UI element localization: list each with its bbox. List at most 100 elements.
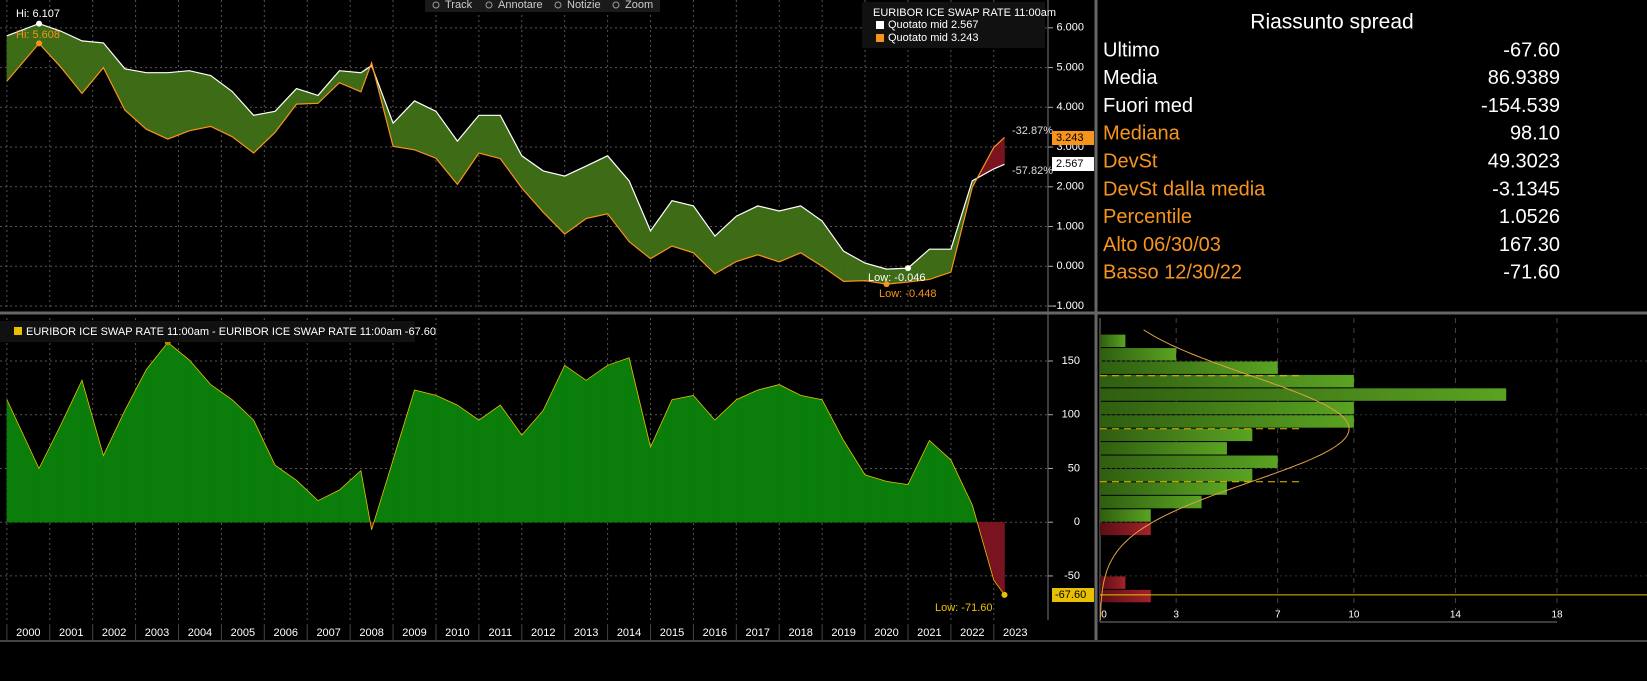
area-fill xyxy=(864,474,887,523)
x-tick-label: 2000 xyxy=(16,627,40,639)
area-fill xyxy=(146,341,169,523)
area-fill xyxy=(188,359,211,523)
last-value-label: 2.567 xyxy=(1056,158,1084,170)
area-fill xyxy=(714,399,737,523)
summary-value: -67.60 xyxy=(1503,39,1560,61)
spread-band xyxy=(757,205,780,263)
x-tick-label: 2019 xyxy=(831,627,855,639)
summary-value: 167.30 xyxy=(1499,234,1560,256)
histogram-bar xyxy=(1100,495,1202,509)
histogram-bar xyxy=(1100,348,1177,361)
area-fill xyxy=(210,384,233,523)
area-fill xyxy=(167,341,190,523)
summary-value: -154.539 xyxy=(1481,95,1560,117)
histogram-bar xyxy=(1100,509,1151,522)
spread-band xyxy=(188,70,211,132)
y-tick-label: 1.000 xyxy=(1056,220,1084,232)
tool-button[interactable]: Zoom xyxy=(625,0,653,11)
x-tick-label: 2016 xyxy=(703,627,727,639)
y-tick-label: 5.000 xyxy=(1056,61,1084,73)
summary-value: 1.0526 xyxy=(1499,206,1560,228)
point-marker xyxy=(36,20,43,27)
tool-button[interactable]: Annotare xyxy=(498,0,543,11)
x-tick-label: 18 xyxy=(1551,610,1563,621)
histogram-bar xyxy=(1100,455,1278,468)
x-tick-label: 2014 xyxy=(617,627,641,639)
area-fill xyxy=(457,404,480,523)
point-marker xyxy=(883,281,890,288)
x-tick-label: 2003 xyxy=(145,627,169,639)
y-tick-label: 2.000 xyxy=(1056,181,1084,193)
tool-icon[interactable] xyxy=(612,1,620,9)
x-tick-label: 2018 xyxy=(788,627,812,639)
tool-button[interactable]: Track xyxy=(445,0,473,11)
toolbar xyxy=(425,0,660,12)
y-tick-label: 6.000 xyxy=(1056,22,1084,34)
area-fill xyxy=(800,395,823,523)
value-box xyxy=(1052,131,1094,145)
x-tick-label: 2009 xyxy=(402,627,426,639)
legend-box xyxy=(862,2,1045,48)
spread-band xyxy=(671,200,694,254)
histogram-bar xyxy=(1100,576,1126,589)
histogram-bar xyxy=(1100,361,1278,374)
y-tick-label: -1.000 xyxy=(1053,300,1084,312)
area-fill xyxy=(414,389,437,523)
spread-band xyxy=(478,115,501,159)
y-tick-label: 50 xyxy=(1068,462,1080,474)
histogram-bar xyxy=(1100,415,1354,428)
annotation: Low: -0.448 xyxy=(879,288,936,300)
summary-value: 86.9389 xyxy=(1488,67,1560,89)
tool-button[interactable]: Notizie xyxy=(567,0,601,11)
summary-label: Mediana xyxy=(1103,123,1181,145)
annotation: -57.82% xyxy=(1012,165,1053,177)
tool-icon[interactable] xyxy=(432,1,440,9)
value-box xyxy=(1052,588,1094,602)
histogram-bar xyxy=(1100,589,1151,603)
summary-label: Ultimo xyxy=(1103,39,1160,61)
spread-band xyxy=(585,155,608,219)
y-tick-label: 100 xyxy=(1062,409,1080,421)
legend-label: Quotato mid 3.243 xyxy=(888,32,979,44)
legend-label: Quotato mid 2.567 xyxy=(888,19,979,31)
area-fill xyxy=(564,364,587,523)
y-tick-label: 4.000 xyxy=(1056,101,1084,113)
area-fill xyxy=(435,394,458,523)
annotation: -32.87% xyxy=(1012,125,1053,137)
histogram-bar xyxy=(1100,468,1253,482)
x-tick-label: 2002 xyxy=(102,627,126,639)
area-fill xyxy=(585,364,608,523)
line xyxy=(6,341,1005,596)
x-tick-label: 2006 xyxy=(274,627,298,639)
x-tick-label: 2017 xyxy=(746,627,770,639)
x-tick-label: 2008 xyxy=(359,627,383,639)
tool-icon[interactable] xyxy=(485,1,493,9)
legend-swatch xyxy=(14,327,22,335)
area-fill xyxy=(778,384,801,523)
point-marker xyxy=(904,265,911,272)
annotation: Low: -0.046 xyxy=(868,272,925,284)
x-tick-label: 2001 xyxy=(59,627,83,639)
line xyxy=(6,42,1005,285)
spread-band xyxy=(146,72,169,140)
area-fill xyxy=(736,389,759,523)
summary-value: 98.10 xyxy=(1510,123,1560,145)
annotation: Low: -71.60 xyxy=(935,602,992,614)
area-fill xyxy=(757,384,780,523)
x-tick-label: 2004 xyxy=(188,627,212,639)
line xyxy=(6,22,1005,270)
x-tick-label: 2012 xyxy=(531,627,555,639)
y-tick-label: -50 xyxy=(1064,570,1080,582)
summary-value: -71.60 xyxy=(1503,262,1560,284)
spread-band xyxy=(778,205,801,263)
summary-label: Media xyxy=(1103,67,1158,89)
x-tick-label: 10 xyxy=(1348,610,1360,621)
annotation: Hi: 5.608 xyxy=(16,29,60,41)
x-tick-label: 0 xyxy=(1101,610,1107,621)
x-tick-label: 2022 xyxy=(960,627,984,639)
spread-band xyxy=(167,70,190,140)
annotation: Hi: 6.107 xyxy=(16,8,60,20)
point-marker xyxy=(1001,591,1008,598)
area-fill xyxy=(607,357,630,523)
tool-icon[interactable] xyxy=(554,1,562,9)
